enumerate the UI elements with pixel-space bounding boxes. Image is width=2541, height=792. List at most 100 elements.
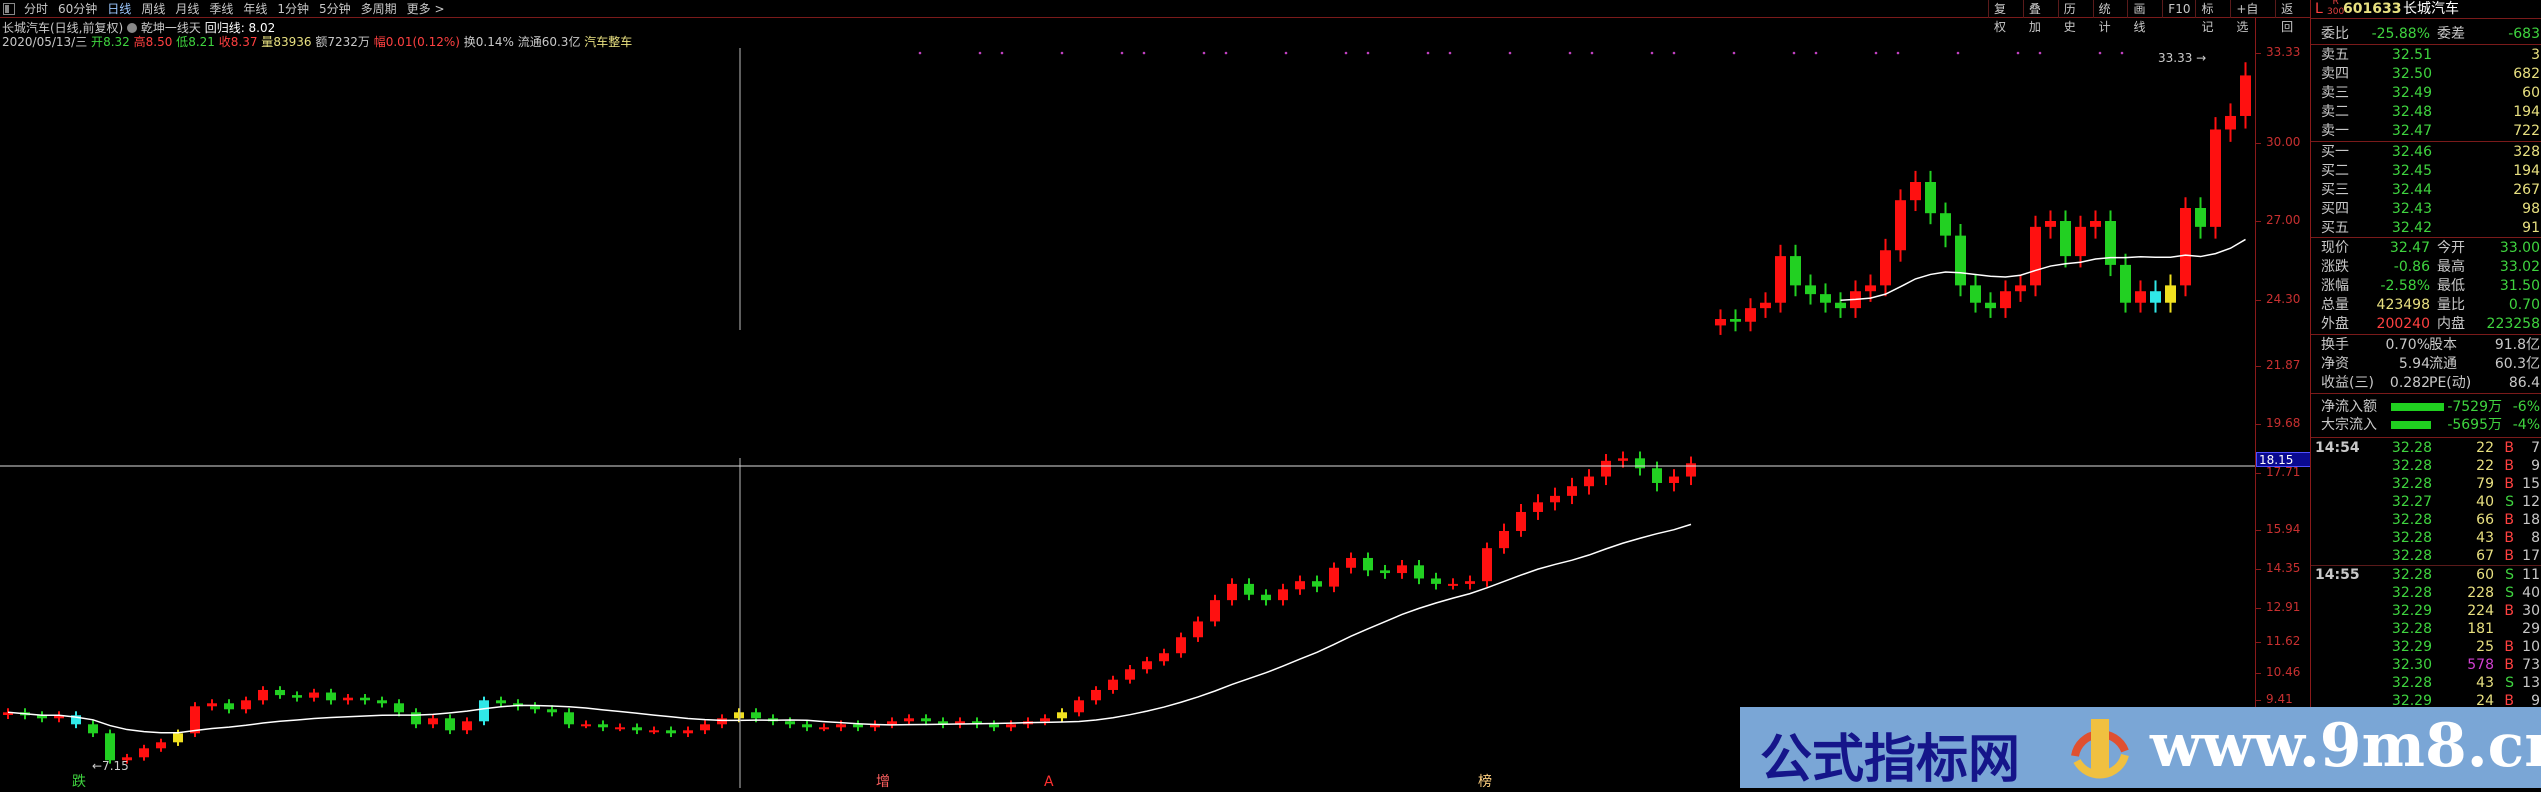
candle: [1567, 477, 1577, 505]
bid-price: 32.42: [2391, 220, 2432, 236]
tool-button[interactable]: 画线: [2127, 0, 2162, 34]
candle: [1346, 552, 1356, 574]
tab-period[interactable]: 分时: [24, 2, 49, 16]
tick-price: 32.29: [2391, 603, 2432, 619]
candle: [1652, 461, 1662, 492]
stat-label: 外盘: [2321, 316, 2349, 332]
candle: [666, 726, 676, 738]
tick-price: 32.27: [2391, 494, 2432, 510]
candle: [632, 723, 642, 735]
fundamental-row: 换手 0.70% 股本 91.8亿: [2311, 336, 2541, 355]
tab-period[interactable]: 月线: [175, 2, 200, 16]
bid-label: 买五: [2321, 220, 2349, 236]
candle: [105, 729, 115, 764]
tick-row: 32.28 66 B 18: [2311, 511, 2541, 530]
tool-button[interactable]: +自选: [2230, 0, 2275, 34]
panel-toggle-icon[interactable]: [3, 2, 15, 15]
candle: [1516, 503, 1526, 537]
tool-button[interactable]: 复权: [1988, 0, 2023, 34]
tick-row: 32.28 181 29: [2311, 620, 2541, 639]
candle: [2090, 210, 2101, 239]
y-tick-label: 30.00: [2266, 135, 2301, 149]
tick-volume: 24: [2476, 693, 2494, 709]
candle: [1244, 578, 1254, 601]
flow-label: 大宗流入: [2321, 417, 2377, 433]
signal-dot: [1202, 51, 1206, 55]
tab-period[interactable]: 更多 >: [406, 2, 445, 16]
y-tick-label: 19.68: [2266, 416, 2301, 430]
tick-side: B: [2504, 440, 2514, 456]
tab-period[interactable]: 日线: [107, 2, 132, 16]
fundamental-value: 91.8亿: [2494, 337, 2540, 353]
stat-value: 200240: [2376, 316, 2430, 332]
tool-button[interactable]: 历史: [2057, 0, 2093, 34]
tool-button[interactable]: 叠加: [2022, 0, 2058, 34]
candle: [1040, 714, 1050, 726]
indicator-name: 乾坤一线天: [140, 21, 201, 35]
candle: [1210, 594, 1220, 627]
sector-value: 汽车整车: [584, 35, 633, 49]
tab-period[interactable]: 季线: [209, 2, 234, 16]
tab-period[interactable]: 1分钟: [277, 2, 310, 16]
ask-volume: 60: [2522, 85, 2540, 101]
signal-dot: [1568, 51, 1572, 55]
fundamental-value: 5.94: [2398, 356, 2430, 372]
ask-volume: 3: [2531, 47, 2540, 63]
tick-side: S: [2505, 494, 2514, 510]
tick-mark: [2256, 608, 2261, 609]
tick-side: B: [2504, 693, 2514, 709]
fundamental-value: 0.70%: [2385, 337, 2430, 353]
tick-count: 40: [2522, 585, 2540, 601]
tick-row: 32.28 228 S 40: [2311, 584, 2541, 603]
signal-mark: 增: [876, 774, 890, 788]
candle: [190, 702, 200, 738]
candlestick-chart[interactable]: 33.33 → ←7.15 跌 增 A 榜: [0, 48, 2255, 788]
tab-period[interactable]: 周线: [141, 2, 166, 16]
stat-label: 今开: [2437, 240, 2465, 256]
candle: [1057, 708, 1067, 723]
tool-button[interactable]: F10: [2162, 0, 2195, 18]
candle: [122, 753, 132, 764]
ask-row: 卖三 32.49 60: [2311, 84, 2541, 103]
regression-value: 回归线: 8.02: [204, 21, 276, 35]
candle: [1329, 562, 1339, 593]
signal-dot: [2016, 51, 2020, 55]
candle: [2210, 117, 2221, 239]
tab-period[interactable]: 多周期: [360, 2, 397, 16]
tab-period[interactable]: 年线: [243, 2, 268, 16]
fundamental-value: 0.282: [2389, 375, 2430, 391]
signal-dot: [1142, 51, 1146, 55]
signal-dot: [1448, 51, 1452, 55]
tick-price: 32.29: [2391, 639, 2432, 655]
tick-count: 12: [2522, 494, 2540, 510]
candle: [1295, 575, 1305, 595]
candle: [3, 708, 13, 720]
weibi-row: 委比 -25.88% 委差 -683: [2311, 25, 2541, 44]
tool-button[interactable]: 统计: [2092, 0, 2128, 34]
flow-value: -7529万: [2447, 399, 2502, 415]
tab-period[interactable]: 5分钟: [319, 2, 351, 16]
bid-row: 买三 32.44 267: [2311, 181, 2541, 200]
tick-price: 32.29: [2391, 693, 2432, 709]
signal-dot: [2120, 51, 2124, 55]
change-value: 0.01(0.12%): [385, 35, 460, 49]
tab-period[interactable]: 60分钟: [58, 2, 98, 16]
flow-pct: -4%: [2512, 417, 2540, 433]
bid-label: 买四: [2321, 201, 2349, 217]
y-tick-label: 24.30: [2266, 292, 2301, 306]
tick-count: 9: [2531, 458, 2540, 474]
tick-count: 9: [2531, 693, 2540, 709]
candle: [1835, 292, 1846, 318]
tick-count: 30: [2522, 603, 2540, 619]
tick-side: B: [2504, 530, 2514, 546]
ohlc-line: 2020/05/13/三 开8.32 高8.50 低8.21 收8.37 量83…: [2, 33, 632, 50]
candle: [1910, 170, 1921, 212]
tick-side: B: [2504, 512, 2514, 528]
tool-button[interactable]: 标记: [2195, 0, 2230, 34]
tool-button[interactable]: 返回: [2275, 0, 2310, 34]
candle: [1745, 298, 1756, 332]
tick-side: S: [2505, 675, 2514, 691]
tick-volume: 25: [2476, 639, 2494, 655]
tick-count: 11: [2522, 567, 2540, 583]
indicator-dropdown-icon[interactable]: [127, 23, 138, 33]
